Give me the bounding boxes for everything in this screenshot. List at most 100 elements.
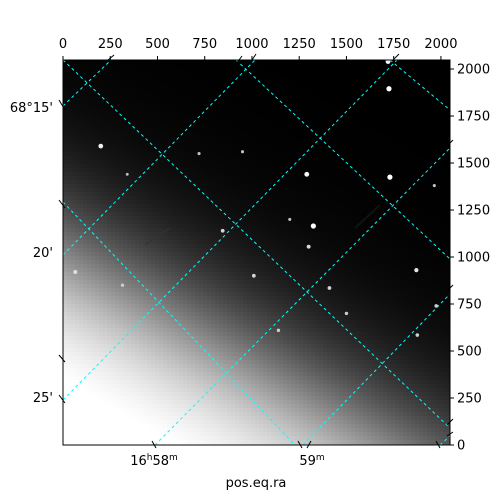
image-pixel (151, 168, 155, 172)
image-pixel (251, 152, 255, 156)
image-pixel (167, 96, 171, 100)
image-pixel (191, 264, 195, 268)
image-pixel (199, 68, 203, 72)
image-pixel (383, 200, 387, 204)
image-pixel (415, 120, 419, 124)
image-pixel (295, 132, 299, 136)
image-pixel (331, 176, 335, 180)
image-pixel (251, 184, 255, 188)
image-pixel (163, 252, 167, 256)
image-pixel (155, 60, 159, 64)
image-pixel (247, 136, 251, 140)
image-pixel (443, 144, 447, 148)
image-pixel (115, 264, 119, 268)
image-pixel (175, 100, 179, 104)
image-pixel (151, 188, 155, 192)
image-pixel (179, 228, 183, 232)
image-pixel (331, 156, 335, 160)
image-pixel (343, 72, 347, 76)
image-pixel (215, 252, 219, 256)
image-pixel (255, 216, 259, 220)
image-pixel (247, 148, 251, 152)
image-pixel (383, 108, 387, 112)
image-pixel (135, 64, 139, 68)
image-pixel (235, 180, 239, 184)
image-pixel (271, 244, 275, 248)
image-pixel (123, 244, 127, 248)
image-pixel (447, 116, 450, 120)
image-pixel (315, 164, 319, 168)
image-pixel (439, 256, 443, 260)
image-pixel (339, 92, 343, 96)
image-pixel (327, 140, 331, 144)
image-pixel (379, 104, 383, 108)
image-pixel (219, 108, 223, 112)
image-pixel (359, 240, 363, 244)
image-pixel (195, 172, 199, 176)
image-pixel (299, 196, 303, 200)
image-pixel (71, 196, 75, 200)
image-pixel (91, 184, 95, 188)
image-pixel (179, 208, 183, 212)
image-pixel (363, 192, 367, 196)
image-pixel (207, 116, 211, 120)
image-pixel (195, 208, 199, 212)
image-pixel (147, 140, 151, 144)
image-pixel (191, 240, 195, 244)
image-pixel (339, 220, 343, 224)
image-pixel (287, 184, 291, 188)
image-pixel (243, 144, 247, 148)
image-pixel (127, 112, 131, 116)
image-pixel (143, 136, 147, 140)
image-pixel (387, 120, 391, 124)
image-pixel (111, 168, 115, 172)
image-pixel (343, 80, 347, 84)
image-pixel (119, 164, 123, 168)
image-pixel (347, 140, 351, 144)
image-pixel (251, 160, 255, 164)
image-pixel (215, 72, 219, 76)
image-pixel (119, 132, 123, 136)
image-pixel (295, 124, 299, 128)
image-pixel (323, 184, 327, 188)
image-pixel (371, 236, 375, 240)
image-pixel (279, 164, 283, 168)
image-pixel (179, 184, 183, 188)
image-pixel (323, 232, 327, 236)
image-pixel (87, 188, 91, 192)
image-pixel (367, 120, 371, 124)
image-pixel (351, 72, 355, 76)
image-pixel (323, 208, 327, 212)
image-pixel (287, 224, 291, 228)
image-pixel (283, 208, 287, 212)
image-pixel (347, 228, 351, 232)
image-pixel (87, 120, 91, 124)
image-pixel (143, 156, 147, 160)
image-pixel (127, 240, 131, 244)
image-pixel (419, 100, 423, 104)
image-pixel (391, 136, 395, 140)
image-pixel (319, 64, 323, 68)
image-pixel (339, 252, 343, 256)
image-pixel (307, 168, 311, 172)
image-pixel (275, 168, 279, 172)
image-pixel (235, 228, 239, 232)
image-pixel (187, 68, 191, 72)
image-pixel (123, 144, 127, 148)
image-pixel (95, 212, 99, 216)
image-pixel (259, 104, 263, 108)
image-pixel (103, 240, 107, 244)
image-pixel (115, 108, 119, 112)
image-pixel (227, 120, 231, 124)
image-pixel (119, 76, 123, 80)
image-pixel (243, 192, 247, 196)
image-pixel (103, 84, 107, 88)
image-pixel (359, 184, 363, 188)
image-pixel (311, 240, 315, 244)
image-pixel (427, 256, 431, 260)
image-pixel (259, 132, 263, 136)
image-pixel (343, 84, 347, 88)
image-pixel (223, 248, 227, 252)
image-pixel (395, 84, 399, 88)
image-pixel (431, 64, 435, 68)
